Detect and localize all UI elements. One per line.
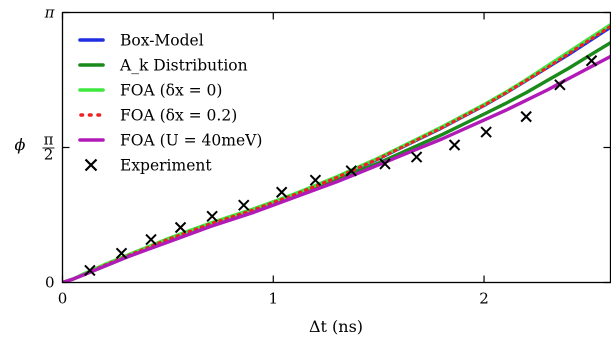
legend-item: FOA (δx = 0) <box>78 82 222 100</box>
legend-label: FOA (δx = 0.2) <box>120 107 237 125</box>
x-tick-label: 1 <box>268 290 278 308</box>
x-axis-label: Δt (ns) <box>309 317 363 336</box>
x-tick-label: 0 <box>58 290 68 308</box>
data-point-experiment <box>174 221 187 234</box>
data-point-experiment <box>145 233 157 246</box>
legend-item: FOA (δx = 0.2) <box>79 107 237 125</box>
legend-item: Experiment <box>84 157 212 175</box>
data-point-experiment <box>480 126 492 138</box>
data-point-experiment <box>309 174 322 186</box>
data-point-experiment <box>379 158 391 170</box>
data-point-experiment <box>345 165 357 177</box>
series-line-foa-u-40mev <box>62 54 611 283</box>
data-point-experiment <box>520 110 532 123</box>
y-axis-label: ϕ <box>15 135 26 154</box>
legend-item: Box-Model <box>78 32 204 50</box>
legend-label: Box-Model <box>120 32 204 50</box>
y-tick-label: π2 <box>42 130 55 163</box>
data-point-experiment <box>84 264 96 277</box>
data-point-experiment <box>206 210 218 223</box>
series-experiment <box>84 55 598 277</box>
plot-marks <box>62 23 611 283</box>
legend: Box-Model A_k Distribution FOA (δx = 0) FOA… <box>78 32 262 175</box>
legend-label: FOA (δx = 0) <box>120 82 222 100</box>
svg-text:π: π <box>44 130 54 148</box>
data-point-experiment <box>410 151 423 163</box>
legend-item: FOA (U = 40meV) <box>78 132 262 150</box>
legend-marker <box>84 158 98 172</box>
legend-item: A_k Distribution <box>78 57 248 75</box>
data-point-experiment <box>275 186 288 198</box>
data-point-experiment <box>585 55 598 67</box>
data-point-experiment <box>554 79 566 91</box>
data-point-experiment <box>448 139 461 151</box>
svg-text:2: 2 <box>44 145 54 163</box>
legend-label: A_k Distribution <box>119 57 248 75</box>
legend-label: Experiment <box>120 157 212 175</box>
legend-label: FOA (U = 40meV) <box>120 132 262 150</box>
data-point-experiment <box>238 199 250 211</box>
x-tick-label: 2 <box>479 290 489 308</box>
y-tick-label: 0 <box>45 274 55 292</box>
data-point-experiment <box>115 247 128 259</box>
y-tick-label: π <box>44 4 56 22</box>
